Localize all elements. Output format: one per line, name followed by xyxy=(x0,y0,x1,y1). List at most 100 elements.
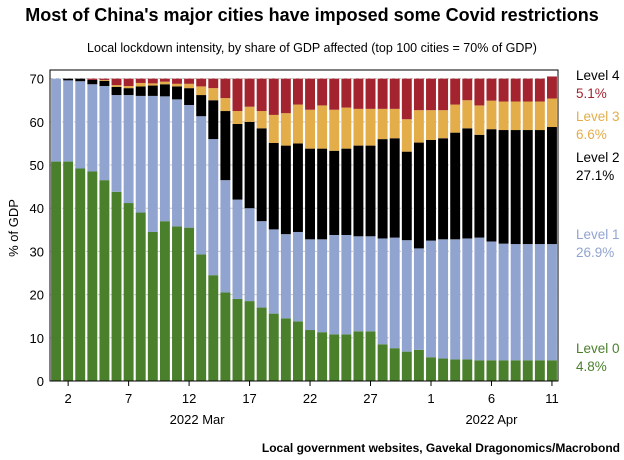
bar-level-4 xyxy=(450,78,461,105)
bar-level-0 xyxy=(534,360,545,381)
bar-level-4 xyxy=(401,78,412,120)
bar-level-0 xyxy=(426,357,436,381)
bar-level-2 xyxy=(305,148,316,240)
bar-level-2 xyxy=(256,128,267,222)
bar-level-1 xyxy=(377,238,388,345)
bar-level-4 xyxy=(268,78,279,115)
bar-level-0 xyxy=(196,254,207,381)
bar-level-1 xyxy=(63,80,74,162)
x-month-label: 2022 Apr xyxy=(465,412,518,427)
bar-level-0 xyxy=(546,360,557,381)
bar-level-3 xyxy=(111,85,122,87)
bar-level-0 xyxy=(244,301,255,381)
bar-level-1 xyxy=(280,234,291,319)
bar-level-2 xyxy=(244,121,255,209)
x-month-label: 2022 Mar xyxy=(170,412,226,427)
bar-level-4 xyxy=(111,78,122,86)
bar-level-1 xyxy=(401,240,412,352)
bar-level-3 xyxy=(159,81,170,85)
bar-level-3 xyxy=(123,85,134,89)
bar-level-3 xyxy=(268,114,279,143)
bar-level-0 xyxy=(75,168,86,381)
bar-level-0 xyxy=(135,212,146,381)
bar-level-0 xyxy=(111,191,122,381)
x-tick-label: 27 xyxy=(363,391,377,406)
bar-level-1 xyxy=(534,244,545,361)
bar-level-1 xyxy=(147,95,158,232)
bar-level-2 xyxy=(111,86,122,96)
bar-level-0 xyxy=(87,171,98,381)
bar-level-0 xyxy=(329,334,340,381)
bar-level-4 xyxy=(462,78,473,101)
bar-level-0 xyxy=(413,349,424,381)
bar-level-3 xyxy=(426,110,436,140)
bar-level-3 xyxy=(208,88,219,101)
bar-level-2 xyxy=(232,123,243,200)
bar-level-4 xyxy=(147,78,158,84)
bar-level-0 xyxy=(256,307,267,381)
bar-level-3 xyxy=(220,98,231,112)
bar-level-1 xyxy=(438,239,449,359)
bar-level-2 xyxy=(510,130,521,245)
x-tick-label: 22 xyxy=(303,391,317,406)
bar-level-3 xyxy=(353,108,364,146)
bar-level-1 xyxy=(317,239,328,333)
legend-name-level-1: Level 1 xyxy=(576,227,620,242)
bar-level-2 xyxy=(220,111,231,181)
bar-level-0 xyxy=(208,275,219,381)
bar-level-0 xyxy=(389,348,400,381)
bar-level-4 xyxy=(99,78,110,80)
bar-level-4 xyxy=(486,78,497,101)
bar-level-4 xyxy=(305,78,316,110)
bar-level-4 xyxy=(184,78,195,84)
bar-level-4 xyxy=(546,76,557,99)
bar-level-4 xyxy=(474,78,485,106)
bar-level-3 xyxy=(244,106,255,122)
bar-level-1 xyxy=(510,244,521,361)
bar-level-3 xyxy=(546,98,557,128)
bar-level-4 xyxy=(353,78,364,109)
bar-level-2 xyxy=(317,148,328,240)
bar-level-3 xyxy=(196,86,207,96)
bar-level-0 xyxy=(147,231,158,381)
bar-level-4 xyxy=(196,78,207,87)
bar-level-2 xyxy=(401,151,412,241)
bar-level-1 xyxy=(341,235,352,335)
bar-level-0 xyxy=(292,321,303,381)
chart-subtitle: Local lockdown intensity, by share of GD… xyxy=(87,41,537,55)
bar-level-4 xyxy=(280,78,291,114)
bar-level-3 xyxy=(401,119,412,152)
bar-level-0 xyxy=(474,360,485,381)
x-tick-label: 6 xyxy=(488,391,495,406)
bar-level-3 xyxy=(256,111,267,129)
bar-level-1 xyxy=(413,248,424,350)
bar-level-4 xyxy=(341,78,352,108)
bar-level-1 xyxy=(474,237,485,361)
bar-level-4 xyxy=(220,78,231,99)
legend: Level 4 5.1% Level 3 6.6% Level 2 27.1% Level … xyxy=(576,68,620,374)
bar-level-4 xyxy=(510,78,521,102)
bar-level-2 xyxy=(147,85,158,96)
bar-level-3 xyxy=(292,104,303,144)
bar-level-3 xyxy=(510,101,521,131)
bar-level-1 xyxy=(51,78,62,162)
bar-level-1 xyxy=(99,85,110,181)
bar-level-2 xyxy=(184,88,195,105)
bar-level-2 xyxy=(99,80,110,86)
bar-level-0 xyxy=(341,334,352,381)
bar-level-0 xyxy=(522,360,533,381)
bar-level-0 xyxy=(498,360,509,381)
bar-level-2 xyxy=(546,127,557,245)
bar-level-2 xyxy=(135,86,146,96)
legend-name-level-3: Level 3 xyxy=(576,109,620,124)
bar-level-2 xyxy=(522,130,533,245)
bar-level-1 xyxy=(256,221,267,308)
chart-title: Most of China's major cities have impose… xyxy=(25,5,598,25)
bar-level-3 xyxy=(184,83,195,89)
bar-level-0 xyxy=(510,360,521,381)
bar-level-1 xyxy=(184,104,195,228)
bar-level-2 xyxy=(450,132,461,240)
bar-level-4 xyxy=(292,78,303,105)
bar-level-4 xyxy=(426,78,436,111)
